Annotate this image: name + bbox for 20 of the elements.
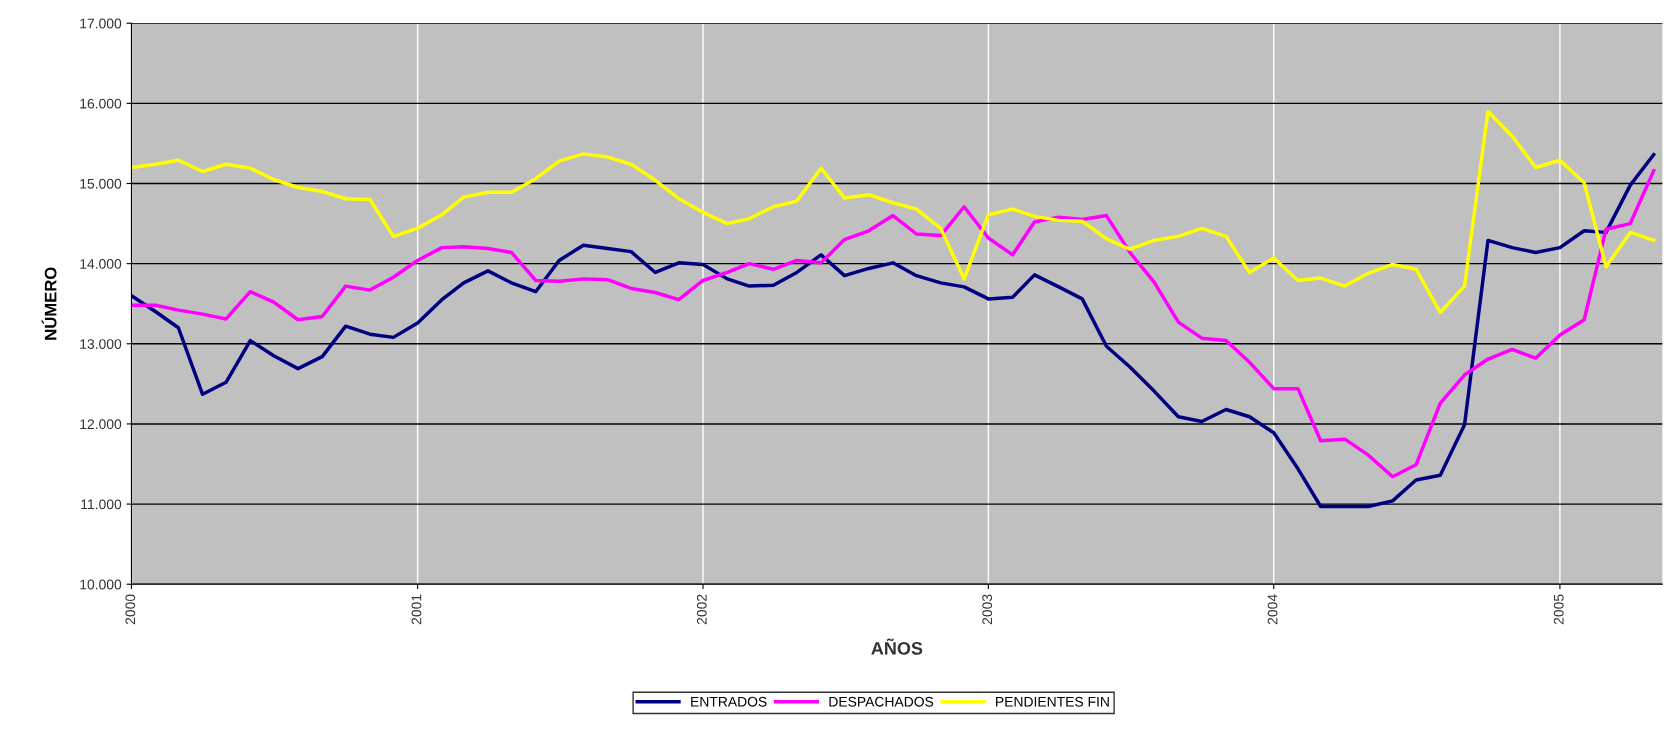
x-tick-label: 2005: [1553, 594, 1564, 625]
y-tick-label: 11.000: [81, 499, 122, 510]
x-tick-label: 2002: [696, 594, 707, 625]
x-tick-label: 2001: [411, 594, 422, 625]
y-tick-label: 13.000: [80, 339, 122, 349]
line-series: [131, 109, 1656, 315]
y-axis-title: NÚMERO: [41, 267, 57, 340]
y-tick-label: 12.000: [80, 419, 122, 430]
y-tick-label: 10.000: [80, 579, 122, 590]
y-tick-label: 15.000: [80, 178, 122, 189]
legend-label: DESPACHADOS: [829, 696, 934, 707]
legend-label: PENDIENTES FIN: [996, 696, 1109, 707]
y-tick-label: 16.000: [80, 98, 122, 109]
x-tick-label: 2000: [125, 594, 136, 625]
legend-label: ENTRADOS: [691, 696, 767, 707]
y-tick-label: 14.000: [80, 258, 122, 269]
x-tick-label: 2003: [982, 594, 993, 625]
y-tick-label: 17.000: [80, 18, 122, 29]
x-axis-title: AÑOS: [871, 638, 923, 655]
x-tick-label: 2004: [1267, 594, 1278, 625]
